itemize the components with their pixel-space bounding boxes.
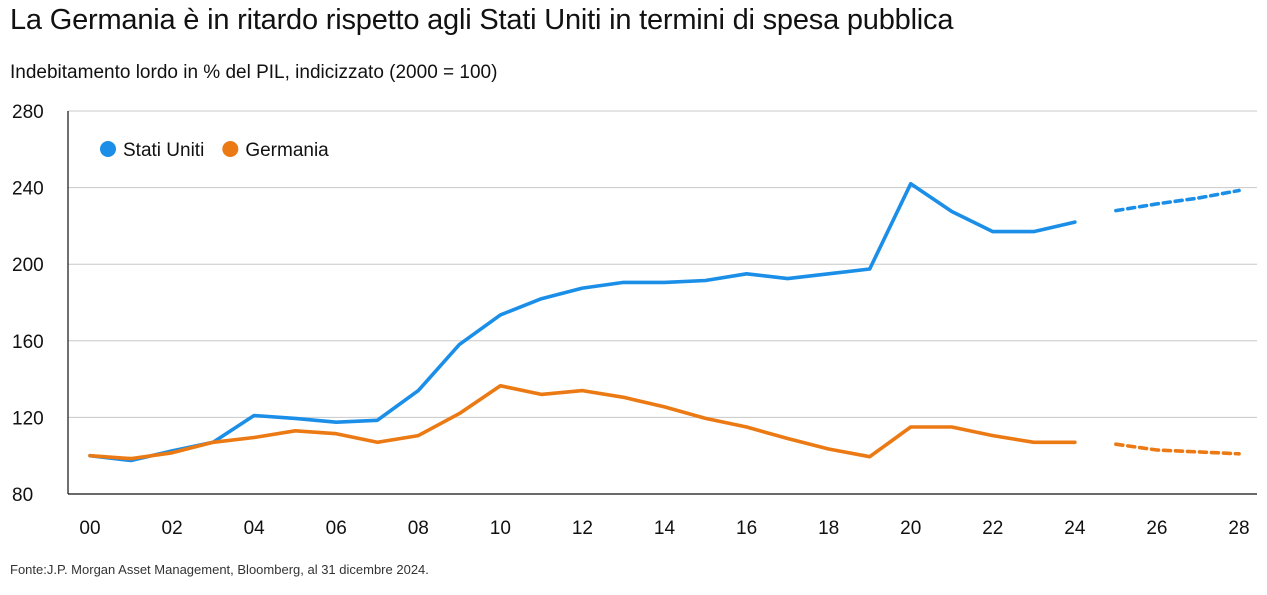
legend-marker-germania: [222, 141, 239, 157]
x-tick-label-16: 16: [736, 518, 757, 539]
x-tick-label-24: 24: [1064, 518, 1086, 539]
forecast-line-stati-uniti: [1114, 188, 1241, 213]
x-tick-label-26: 26: [1146, 518, 1167, 539]
x-tick-label-14: 14: [654, 518, 676, 539]
chart-subtitle: Indebitamento lordo in % del PIL, indici…: [10, 62, 498, 83]
axes: [67, 111, 1257, 495]
x-tick-label-20: 20: [900, 518, 921, 539]
x-tick-label-28: 28: [1228, 518, 1249, 539]
y-tick-label-80: 80: [12, 485, 33, 506]
x-tick-label-04: 04: [244, 518, 266, 539]
x-tick-label-06: 06: [326, 518, 347, 539]
series-line-germania: [88, 383, 1077, 461]
legend: Stati Uniti Germania: [100, 140, 329, 161]
series-lines: [88, 182, 1241, 463]
y-tick-label-240: 240: [12, 179, 44, 200]
y-tick-label-160: 160: [12, 332, 44, 353]
x-tick-label-18: 18: [818, 518, 839, 539]
grid-lines: [68, 110, 1257, 418]
chart-title: La Germania è in ritardo rispetto agli S…: [10, 4, 954, 36]
x-tick-label-00: 00: [79, 518, 100, 539]
forecast-line-germania: [1114, 442, 1241, 456]
legend-label-germania: Germania: [245, 140, 329, 161]
y-axis-tick-labels: 80 120 160 200 240 280: [12, 102, 44, 506]
x-tick-label-02: 02: [162, 518, 183, 539]
x-tick-label-08: 08: [408, 518, 429, 539]
x-tick-label-10: 10: [490, 518, 511, 539]
x-tick-label-12: 12: [572, 518, 593, 539]
x-axis-tick-labels: 00 02 04 06 08 10 12 14 16 18 20 22 24 26 28: [79, 518, 1249, 539]
y-tick-label-200: 200: [12, 255, 44, 276]
y-tick-label-120: 120: [12, 408, 44, 429]
legend-label-stati-uniti: Stati Uniti: [123, 140, 204, 161]
source-note: Fonte:J.P. Morgan Asset Management, Bloo…: [10, 562, 429, 577]
x-tick-label-22: 22: [982, 518, 1003, 539]
y-tick-label-280: 280: [12, 102, 44, 123]
legend-marker-stati-uniti: [100, 141, 116, 157]
series-line-stati-uniti: [88, 182, 1077, 463]
